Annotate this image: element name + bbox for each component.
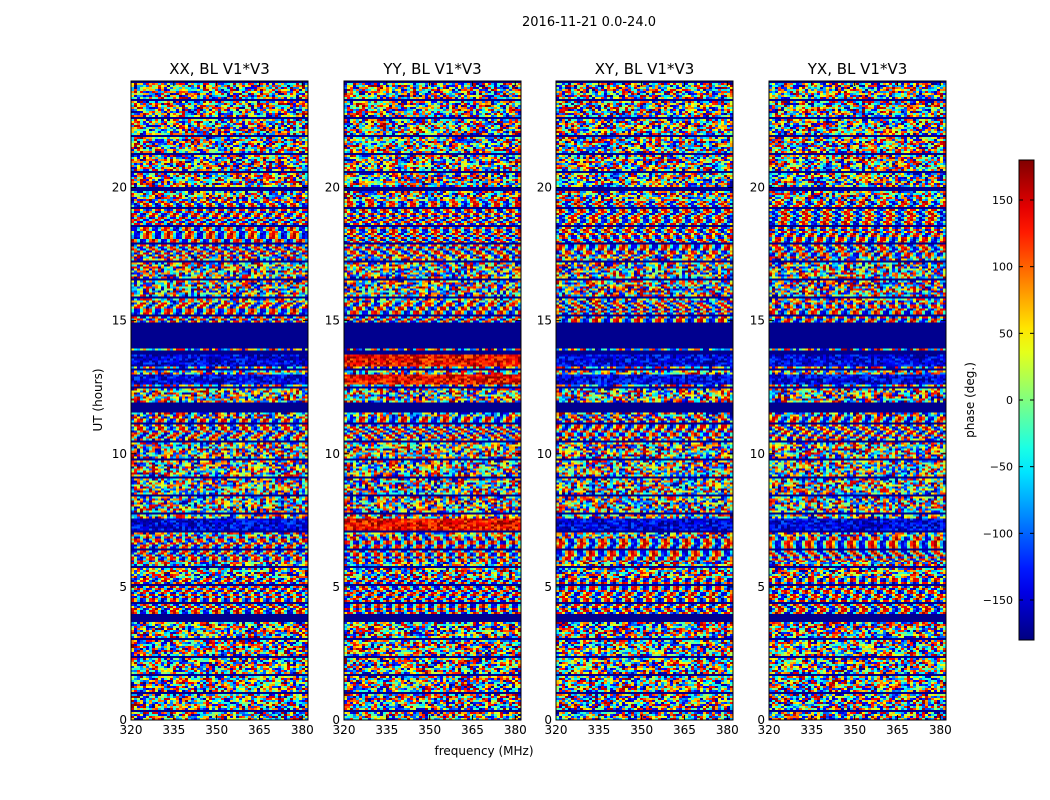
panel-title: YX, BL V1*V3 [807,60,908,78]
phase-heatmap [769,81,946,720]
x-tick-label: 335 [375,723,398,737]
colorbar-tick-label: −50 [990,461,1013,474]
x-tick-label: 335 [800,723,823,737]
heatmap-canvas [344,81,521,720]
x-tick-label: 365 [248,723,271,737]
x-tick-label: 380 [504,723,527,737]
x-axis-label: frequency (MHz) [434,744,533,758]
x-tick-label: 365 [886,723,909,737]
y-tick-label: 0 [119,713,127,727]
x-tick-label: 320 [333,723,356,737]
heatmap-canvas [131,81,308,720]
panel-title: XX, BL V1*V3 [169,60,270,78]
colorbar-label: phase (deg.) [963,362,977,438]
colorbar-tick-label: 0 [1006,394,1013,407]
x-tick-label: 320 [120,723,143,737]
y-tick-label: 15 [750,314,765,328]
panel-1: XX, BL V1*V3 320 335 350 365 380 0 5 10 15 20 [112,60,314,737]
axes-frame [343,80,522,721]
y-tick-label: 5 [332,580,340,594]
y-tick-label: 5 [544,580,552,594]
colorbar-tick-label: 150 [992,194,1013,207]
y-tick-label: 20 [325,181,340,195]
colorbar-tick-label: −150 [983,594,1013,607]
y-tick-label: 5 [119,580,127,594]
x-tick-label: 350 [843,723,866,737]
y-tick-label: 15 [325,314,340,328]
x-tick-label: 380 [716,723,739,737]
y-tick-label: 5 [757,580,765,594]
y-tick-label: 10 [750,447,765,461]
panel-title: XY, BL V1*V3 [595,60,695,78]
y-tick-label: 15 [112,314,127,328]
y-tick-label: 20 [537,181,552,195]
x-tick-label: 350 [630,723,653,737]
y-tick-label: 15 [537,314,552,328]
panel-title: YY, BL V1*V3 [382,60,481,78]
axes-frame [130,80,309,721]
x-tick-label: 335 [587,723,610,737]
colorbar-tick-label: 100 [992,261,1013,274]
y-tick-label: 20 [750,181,765,195]
phase-heatmap [556,81,733,720]
phase-heatmap [344,81,521,720]
axes-frame [555,80,734,721]
x-tick-label: 320 [545,723,568,737]
y-tick-label: 10 [112,447,127,461]
y-tick-label: 10 [325,447,340,461]
figure-suptitle: 2016-11-21 0.0-24.0 [522,15,656,30]
y-tick-label: 20 [112,181,127,195]
heatmap-canvas [556,81,733,720]
x-tick-label: 320 [758,723,781,737]
colorbar: −150 −100 −50 0 50 100 150 [983,159,1035,641]
x-tick-label: 365 [673,723,696,737]
x-tick-label: 380 [929,723,952,737]
x-tick-label: 335 [162,723,185,737]
x-tick-label: 380 [291,723,314,737]
colorbar-tick-label: 50 [999,327,1013,340]
phase-heatmap [131,81,308,720]
x-tick-label: 365 [461,723,484,737]
y-tick-label: 0 [544,713,552,727]
y-tick-label: 0 [757,713,765,727]
colorbar-tick-label: −100 [983,527,1013,540]
x-tick-label: 350 [205,723,228,737]
y-axis-label: UT (hours) [91,368,105,431]
x-tick-label: 350 [418,723,441,737]
axes-frame [768,80,947,721]
panel-2: YY, BL V1*V3 320 335 350 365 380 0 5 10 15 20 [325,60,527,737]
y-tick-label: 10 [537,447,552,461]
panel-4: YX, BL V1*V3 320 335 350 365 380 0 5 10 15 20 [750,60,952,737]
heatmap-canvas [769,81,946,720]
y-tick-label: 0 [332,713,340,727]
panel-3: XY, BL V1*V3 320 335 350 365 380 0 5 10 15 20 [537,60,739,737]
